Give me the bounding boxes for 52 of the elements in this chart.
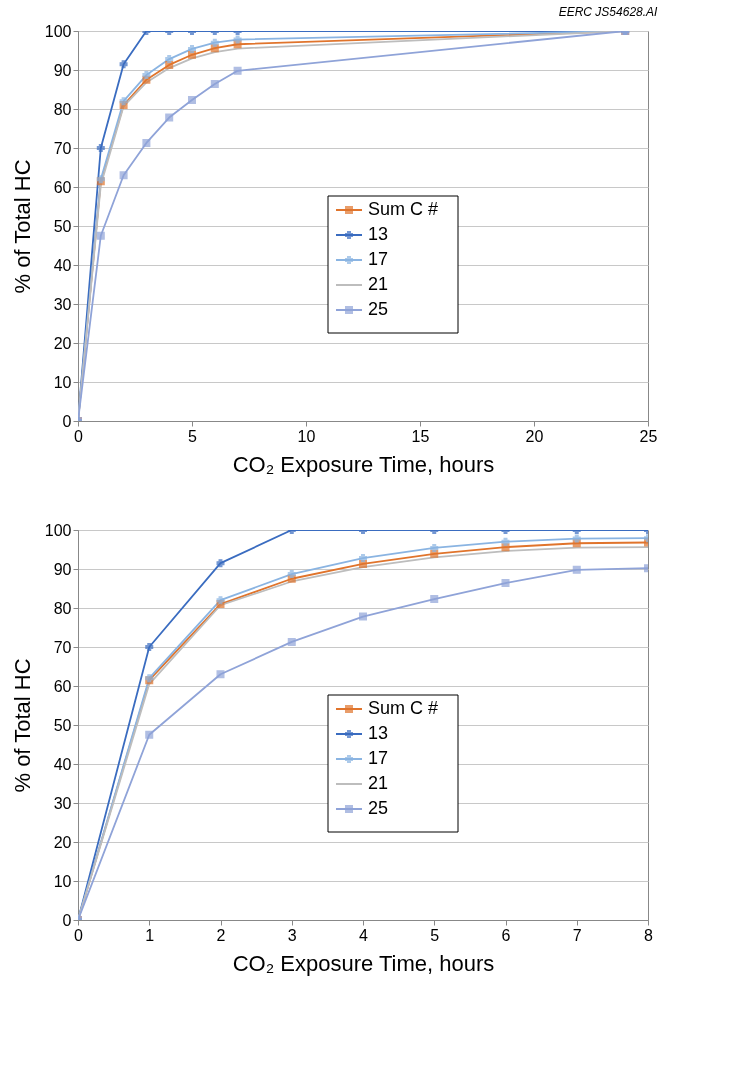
y-tick-label: 90 — [53, 61, 72, 79]
y-axis-title: % of Total HC — [9, 159, 35, 294]
legend-label: 13 — [368, 723, 389, 743]
x-tick-label: 0 — [74, 926, 84, 944]
x-axis-title: CO₂ Exposure Time, hours — [232, 451, 495, 477]
y-tick-label: 30 — [53, 295, 72, 313]
legend-label: 17 — [368, 249, 389, 269]
y-tick-label: 80 — [53, 599, 72, 617]
x-tick-label: 25 — [639, 427, 658, 445]
y-tick-label: 100 — [44, 521, 72, 539]
x-tick-label: 20 — [525, 427, 544, 445]
legend-label: 21 — [368, 773, 389, 793]
y-tick-label: 70 — [53, 638, 72, 656]
y-axis-title: % of Total HC — [9, 658, 35, 793]
x-tick-label: 7 — [572, 926, 582, 944]
y-tick-label: 80 — [53, 100, 72, 118]
y-tick-label: 100 — [44, 22, 72, 40]
y-tick-label: 20 — [53, 833, 72, 851]
y-tick-label: 40 — [53, 256, 72, 274]
y-tick-label: 50 — [53, 217, 72, 235]
y-tick-label: 0 — [62, 911, 72, 929]
x-tick-label: 10 — [297, 427, 316, 445]
x-tick-label: 4 — [359, 926, 369, 944]
y-tick-label: 10 — [53, 872, 72, 890]
y-tick-label: 60 — [53, 677, 72, 695]
x-tick-label: 2 — [216, 926, 226, 944]
legend-label: 21 — [368, 274, 389, 294]
y-tick-label: 40 — [53, 755, 72, 773]
y-tick-label: 10 — [53, 373, 72, 391]
x-tick-label: 15 — [411, 427, 430, 445]
x-tick-label: 5 — [430, 926, 440, 944]
x-tick-label: 1 — [145, 926, 155, 944]
y-tick-label: 90 — [53, 560, 72, 578]
y-tick-label: 60 — [53, 178, 72, 196]
x-tick-label: 5 — [188, 427, 198, 445]
x-tick-label: 0 — [74, 427, 84, 445]
x-axis-title: CO₂ Exposure Time, hours — [232, 950, 495, 976]
text: EERC JS54628.AI — [558, 4, 659, 19]
legend-label: 25 — [368, 299, 389, 319]
x-tick-label: 6 — [501, 926, 511, 944]
y-tick-label: 50 — [53, 716, 72, 734]
legend-label: 25 — [368, 798, 389, 818]
legend-label: Sum C # — [368, 199, 439, 219]
y-tick-label: 20 — [53, 334, 72, 352]
x-tick-label: 8 — [644, 926, 654, 944]
legend-label: 17 — [368, 748, 389, 768]
y-tick-label: 0 — [62, 412, 72, 430]
y-tick-label: 70 — [53, 139, 72, 157]
legend-label: 13 — [368, 224, 389, 244]
y-tick-label: 30 — [53, 794, 72, 812]
legend-label: Sum C # — [368, 698, 439, 718]
x-tick-label: 3 — [287, 926, 297, 944]
